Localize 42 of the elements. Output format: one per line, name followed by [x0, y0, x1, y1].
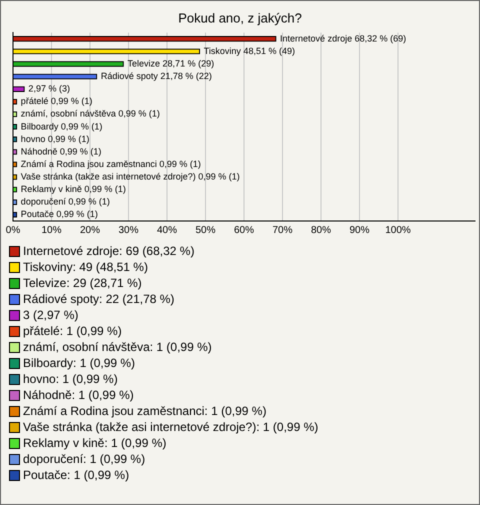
x-tick-label: 30%: [118, 224, 139, 236]
text: Bilboardy: 1 (0,99 %): [23, 356, 136, 370]
chart-title: Pokud ano, z jakých?: [178, 10, 302, 26]
text: Televize: 29 (28,71 %): [23, 276, 142, 290]
text: Známí a Rodina jsou zaměstnanci: 1 (0,99 %): [23, 404, 266, 418]
x-tick-label: 0%: [6, 224, 20, 236]
category-label: Známí a Rodina jsou zaměstnanci 0,99 % (1): [20, 158, 201, 169]
category-label: přátelé 0,99 % (1): [20, 96, 92, 106]
x-tick-label: 10%: [41, 224, 62, 236]
text: Vaše stránka (takže asi internetové zdroje?): 1 (0,99 %): [23, 420, 318, 434]
x-tick-label: 50%: [195, 224, 216, 236]
category-label: Vaše stránka (takže asi internetové zdroje?) 0,99 % (1): [20, 172, 240, 182]
text: Internetové zdroje: 69 (68,32 %): [23, 244, 194, 258]
x-tick-label: 20%: [80, 224, 100, 236]
text: Reklamy v kině: 1 (0,99 %): [23, 436, 166, 450]
text: 3 (2,97 %): [23, 308, 78, 322]
category-label: Rádiové spoty 21,78 % (22): [100, 71, 212, 82]
text: hovno: 1 (0,99 %): [23, 372, 118, 386]
text: doporučení: 1 (0,99 %): [23, 452, 146, 466]
category-label: Bilboardy 0,99 % (1): [20, 121, 102, 132]
x-tick-label: 60%: [234, 224, 254, 236]
category-label: Reklamy v kině 0,99 % (1): [20, 184, 126, 194]
category-label: Tiskoviny 48,51 % (49): [204, 46, 295, 56]
category-label: hovno 0,99 % (1): [20, 134, 90, 144]
x-tick-label: 70%: [272, 224, 293, 236]
category-label: Televize 28,71 % (29): [128, 58, 214, 68]
category-label: Poutače 0,99 % (1): [20, 209, 98, 220]
category-label: doporučení 0,99 % (1): [20, 196, 110, 207]
category-label: známí, osobní návštěva 0,99 % (1): [20, 108, 160, 119]
text: přátelé: 1 (0,99 %): [23, 324, 122, 338]
text: Náhodně: 1 (0,99 %): [23, 388, 134, 402]
data-label: 2,97 % (3): [28, 84, 70, 94]
text: známí, osobní návštěva: 1 (0,99 %): [23, 340, 212, 354]
text: Poutače: 1 (0,99 %): [23, 468, 130, 482]
x-tick-label: 40%: [156, 224, 178, 236]
category-label: Náhodně 0,99 % (1): [20, 146, 102, 156]
x-tick-label: 100%: [385, 224, 411, 236]
category-label: Internetové zdroje 68,32 % (69): [280, 33, 406, 44]
text: Tiskoviny: 49 (48,51 %): [23, 260, 148, 274]
x-tick-label: 80%: [310, 224, 332, 236]
text: Rádiové spoty: 22 (21,78 %): [23, 292, 174, 306]
x-tick-label: 90%: [349, 224, 370, 236]
